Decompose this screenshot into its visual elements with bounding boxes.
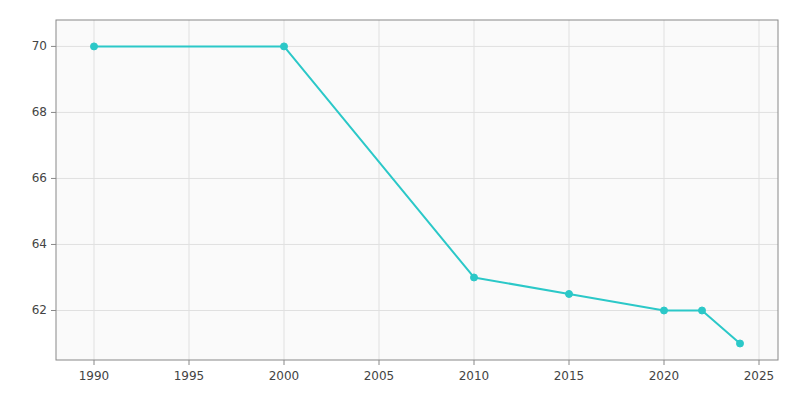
x-tick-label: 2015 (554, 369, 585, 383)
chart-svg: 1990 1995 2000 2005 2010 2015 2020 2025 62 64 66 68… (0, 0, 800, 400)
axes: 1990 1995 2000 2005 2010 2015 2020 2025 62 64 66 68… (32, 20, 778, 383)
x-tick-label: 2005 (364, 369, 395, 383)
y-grid-line (56, 244, 778, 245)
x-tick (569, 360, 570, 365)
y-tick-label: 62 (32, 303, 47, 317)
x-grid-line (284, 20, 285, 360)
data-point (699, 307, 706, 314)
y-grid-line (56, 112, 778, 113)
x-tick-label: 1990 (79, 369, 110, 383)
x-tick (759, 360, 760, 365)
x-tick (94, 360, 95, 365)
y-tick-label: 70 (32, 39, 47, 53)
y-grid-line (56, 178, 778, 179)
x-tick (284, 360, 285, 365)
data-point (471, 274, 478, 281)
x-tick (189, 360, 190, 365)
x-tick-label: 1995 (174, 369, 205, 383)
x-grid-line (379, 20, 380, 360)
x-tick-label: 2010 (459, 369, 490, 383)
data-layer (91, 43, 744, 347)
x-grid-line (189, 20, 190, 360)
x-tick (474, 360, 475, 365)
y-tick (51, 112, 56, 113)
plot-background (56, 20, 778, 360)
data-point (566, 290, 573, 297)
x-tick-label: 2000 (269, 369, 300, 383)
grid (56, 20, 778, 360)
x-tick-label: 2020 (649, 369, 680, 383)
y-tick (51, 46, 56, 47)
x-tick (664, 360, 665, 365)
x-grid-line (474, 20, 475, 360)
data-point (737, 340, 744, 347)
y-tick-label: 66 (32, 171, 47, 185)
data-point (281, 43, 288, 50)
y-tick-label: 64 (32, 237, 47, 251)
data-point (91, 43, 98, 50)
chart-container: 1990 1995 2000 2005 2010 2015 2020 2025 62 64 66 68… (0, 0, 800, 400)
y-tick (51, 178, 56, 179)
x-tick (379, 360, 380, 365)
x-grid-line (759, 20, 760, 360)
data-point (661, 307, 668, 314)
y-tick-label: 68 (32, 105, 47, 119)
x-grid-line (569, 20, 570, 360)
plot-frame (56, 20, 778, 360)
data-line (94, 46, 740, 343)
y-tick (51, 310, 56, 311)
x-tick-label: 2025 (744, 369, 775, 383)
y-tick (51, 244, 56, 245)
x-grid-line (94, 20, 95, 360)
